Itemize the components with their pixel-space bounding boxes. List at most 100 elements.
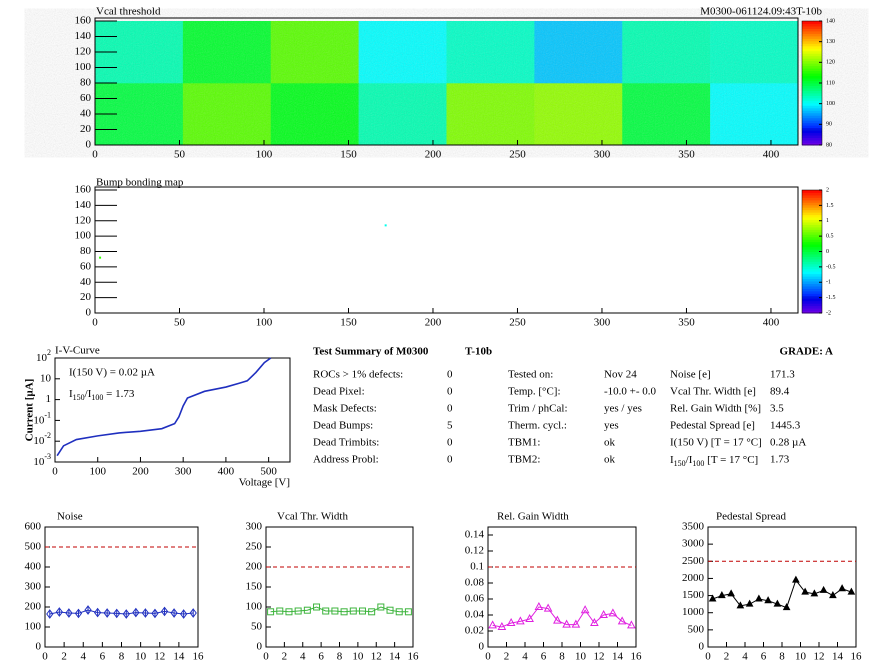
summary-label: Noise [e] — [670, 369, 711, 381]
summary-label: I150/I100 [T = 17 °C] — [670, 454, 758, 469]
module-tag: T-10b — [465, 346, 492, 358]
colorbar-band — [802, 258, 822, 262]
chart-title: I-V-Curve — [55, 345, 100, 357]
x-tick-label: 10 — [352, 651, 364, 663]
x-tick-label: 6 — [100, 651, 106, 663]
x-tick-label: 0 — [705, 651, 711, 663]
colorbar-band — [802, 271, 822, 275]
tick-base: 10 — [36, 352, 48, 364]
colorbar-band — [802, 127, 822, 131]
x-tick-label: 50 — [174, 317, 186, 329]
x-axis-label: Voltage [V] — [239, 477, 290, 489]
y-tick-label: 3000 — [682, 538, 705, 550]
summary-value: 1.73 — [770, 454, 790, 466]
y-tick-label: 0 — [257, 641, 263, 653]
colorbar-band — [802, 239, 822, 243]
summary-value: 171.3 — [770, 369, 795, 381]
colorbar-band — [802, 43, 822, 47]
colorbar-band — [802, 137, 822, 141]
x-tick-label: 100 — [256, 317, 273, 329]
x-tick-label: 400 — [763, 149, 780, 161]
colorbar-band — [802, 273, 822, 277]
y-tick-label: 500 — [25, 541, 42, 553]
colorbar-band — [802, 236, 822, 240]
summary-label: I(150 V) [T = 17 °C] — [670, 437, 762, 449]
x-tick-label: 14 — [389, 651, 401, 663]
summary-value: 3.5 — [770, 403, 784, 415]
marker — [497, 621, 507, 630]
annotation: I150/I100 = 1.73 — [69, 388, 135, 403]
summary-label: Vcal Thr. Width [e] — [670, 386, 756, 398]
colorbar-band — [802, 132, 822, 136]
colorbar-band — [802, 290, 822, 294]
marker — [368, 608, 376, 616]
colorbar-band — [802, 278, 822, 282]
marker — [755, 594, 763, 602]
y-tick-label: 100 — [25, 621, 42, 633]
x-tick-label: 8 — [337, 651, 343, 663]
x-tick-label: 350 — [678, 317, 695, 329]
y-tick-label: 150 — [246, 581, 263, 593]
plot-frame — [487, 526, 637, 648]
colorbar-band — [802, 256, 822, 260]
marker — [764, 596, 772, 604]
text-part: I — [670, 454, 674, 466]
summary-label: ROCs > 1% defects: — [313, 369, 403, 381]
marker — [151, 608, 159, 619]
plot-frame — [707, 526, 857, 648]
marker — [838, 584, 846, 592]
colorbar-band — [802, 48, 822, 52]
plot-frame — [54, 357, 291, 463]
marker — [65, 608, 73, 618]
colorbar-band — [802, 105, 822, 109]
colorbar-band — [802, 194, 822, 198]
colorbar-band — [802, 40, 822, 44]
summary-value: yes / yes — [604, 403, 642, 415]
colorbar-band — [802, 90, 822, 94]
colorbar-band — [802, 95, 822, 99]
summary-title: Test Summary of M0300 — [313, 346, 429, 358]
colorbar-band — [802, 214, 822, 218]
text-part: = 1.73 — [103, 388, 134, 400]
x-tick-label: 250 — [509, 317, 526, 329]
pixel — [99, 256, 102, 259]
marker — [810, 589, 819, 597]
marker — [349, 607, 357, 615]
colorbar-tick-label: 120 — [826, 60, 835, 66]
x-tick-label: 150 — [340, 149, 357, 161]
x-tick-label: 12 — [814, 651, 825, 663]
annotation: I(150 V) = 0.02 µA — [69, 367, 155, 379]
x-tick-label: 0 — [92, 149, 98, 161]
colorbar-band — [802, 288, 822, 292]
tick-base: 10 — [33, 456, 45, 468]
colorbar-band — [802, 97, 822, 101]
data-line — [712, 579, 852, 609]
x-tick-label: 2 — [61, 651, 67, 663]
colorbar-band — [802, 266, 822, 270]
colorbar-tick-label: -0.5 — [826, 264, 836, 270]
x-tick-label: 8 — [779, 651, 785, 663]
marker — [395, 608, 403, 616]
y-tick-label: 0 — [86, 307, 92, 319]
colorbar-band — [802, 219, 822, 223]
colorbar-band — [802, 217, 822, 221]
y-tick-label: 140 — [75, 30, 92, 42]
summary-label: Temp. [°C]: — [508, 386, 561, 398]
y-tick-label: 0.12 — [465, 545, 484, 557]
colorbar-band — [802, 226, 822, 230]
colorbar-band — [802, 70, 822, 74]
colorbar-band — [802, 115, 822, 119]
x-tick-label: 300 — [594, 149, 611, 161]
text-part: /I — [85, 388, 92, 400]
x-tick-label: 200 — [425, 317, 442, 329]
x-tick-label: 16 — [631, 651, 643, 663]
colorbar-band — [802, 53, 822, 57]
y-tick-label: 3500 — [682, 521, 705, 533]
y-tick-label: 50 — [251, 621, 263, 633]
marker — [93, 607, 102, 618]
x-tick-label: 100 — [256, 149, 273, 161]
x-tick-label: 300 — [594, 317, 611, 329]
y-tick-label: 1 — [46, 393, 52, 405]
x-tick-label: 2 — [504, 651, 510, 663]
